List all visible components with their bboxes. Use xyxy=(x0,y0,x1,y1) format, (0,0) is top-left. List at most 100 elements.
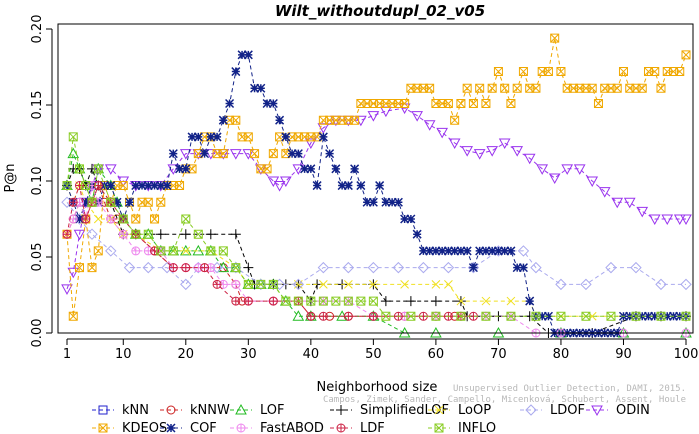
point-COF xyxy=(462,246,472,256)
point-COF xyxy=(381,197,391,207)
point-LDOF xyxy=(442,261,455,274)
point-SimplifiedLOF xyxy=(180,229,191,240)
point-COF xyxy=(150,181,160,191)
point-ODIN xyxy=(229,149,242,160)
point-LDF xyxy=(200,263,210,273)
point-LDOF xyxy=(105,245,117,257)
point-KDEOS xyxy=(443,98,453,108)
legend-swatch-marker xyxy=(434,405,444,415)
series-line-LOF xyxy=(66,151,686,334)
point-COF xyxy=(175,164,185,174)
point-INFLO xyxy=(431,311,441,321)
point-COF xyxy=(662,311,672,321)
point-COF xyxy=(481,246,491,256)
point-COF xyxy=(393,197,403,207)
point-INFLO xyxy=(118,214,128,224)
point-ODIN xyxy=(623,197,636,209)
point-INFLO xyxy=(143,229,153,239)
x-tick-label: 1 xyxy=(63,347,71,362)
point-INFLO xyxy=(531,311,541,321)
point-COF xyxy=(156,181,166,191)
legend-swatch-marker xyxy=(166,405,176,415)
point-ODIN xyxy=(104,164,117,175)
point-ODIN xyxy=(461,146,474,157)
point-ODIN xyxy=(304,138,317,150)
point-COF xyxy=(418,246,428,256)
point-COF xyxy=(437,246,447,256)
point-COF xyxy=(493,246,503,256)
point-COF xyxy=(368,197,378,207)
plot-area xyxy=(61,33,692,338)
point-COF xyxy=(300,164,310,174)
point-COF xyxy=(262,98,272,109)
point-COF xyxy=(525,296,535,306)
point-LDOF xyxy=(317,261,330,274)
point-FastABOD xyxy=(68,214,78,224)
point-KDEOS xyxy=(481,98,491,108)
legend-label: COF xyxy=(190,421,217,434)
point-COF xyxy=(312,181,322,191)
y-tick-label: 0.10 xyxy=(30,167,45,196)
point-FastABOD xyxy=(131,246,141,256)
point-KDEOS xyxy=(462,83,472,93)
point-COF xyxy=(162,181,172,191)
point-COF xyxy=(456,246,466,256)
point-ODIN xyxy=(586,176,599,188)
point-KDEOS xyxy=(518,67,528,77)
point-COF xyxy=(193,132,203,142)
point-INFLO xyxy=(256,279,266,289)
point-COF xyxy=(337,181,347,191)
point-LDOF xyxy=(142,261,154,274)
legend-item-LoOP: LoOP xyxy=(428,403,491,418)
point-ODIN xyxy=(273,181,286,192)
point-COF xyxy=(362,197,372,207)
point-ODIN xyxy=(561,164,574,175)
point-COF xyxy=(425,246,435,256)
point-LDOF xyxy=(292,278,305,291)
point-KDEOS xyxy=(143,197,153,207)
point-LOF xyxy=(292,310,305,321)
point-KDEOS xyxy=(250,149,260,159)
point-COF xyxy=(343,181,353,191)
point-COF xyxy=(543,311,553,321)
point-INFLO xyxy=(331,296,341,306)
x-tick-label: 60 xyxy=(428,347,445,362)
point-KDEOS xyxy=(262,164,272,174)
point-INFLO xyxy=(481,311,491,321)
point-INFLO xyxy=(381,311,391,321)
point-INFLO xyxy=(62,181,72,191)
legend-swatch-marker xyxy=(525,404,537,416)
point-LoOP xyxy=(181,246,191,256)
legend-swatch-marker xyxy=(434,423,444,433)
y-tick-label: 0.00 xyxy=(30,319,45,348)
series-LDOF xyxy=(61,196,692,291)
point-KDEOS xyxy=(637,83,647,93)
point-KDEOS xyxy=(87,263,97,273)
point-KDEOS xyxy=(587,83,597,93)
point-INFLO xyxy=(631,311,641,321)
point-KDEOS xyxy=(450,115,460,125)
point-COF xyxy=(350,164,360,174)
point-INFLO xyxy=(87,197,97,207)
point-INFLO xyxy=(318,296,328,306)
point-LDF xyxy=(68,197,78,207)
point-KDEOS xyxy=(650,67,660,77)
point-COF xyxy=(643,311,654,321)
point-INFLO xyxy=(456,311,466,321)
point-COF xyxy=(325,149,335,159)
point-LoOP xyxy=(481,296,491,306)
point-SimplifiedLOF xyxy=(155,229,166,240)
point-ODIN xyxy=(536,164,549,175)
point-LDF xyxy=(343,311,353,321)
point-LDOF xyxy=(392,261,405,274)
point-COF xyxy=(131,181,141,191)
point-INFLO xyxy=(75,164,85,174)
legend-swatch-marker xyxy=(336,423,346,433)
point-INFLO xyxy=(368,296,378,306)
credit-line2: Campos, Zimek, Sander, Campello, Micenko… xyxy=(323,395,686,405)
point-ODIN xyxy=(511,146,524,157)
point-INFLO xyxy=(168,246,178,256)
axes: 1 10 20 30 40 50 60 70 80 90 100 0.00 0.05 0.10 0.15 0.… xyxy=(30,15,698,362)
legend-item-kNNW: kNNW xyxy=(160,403,230,418)
